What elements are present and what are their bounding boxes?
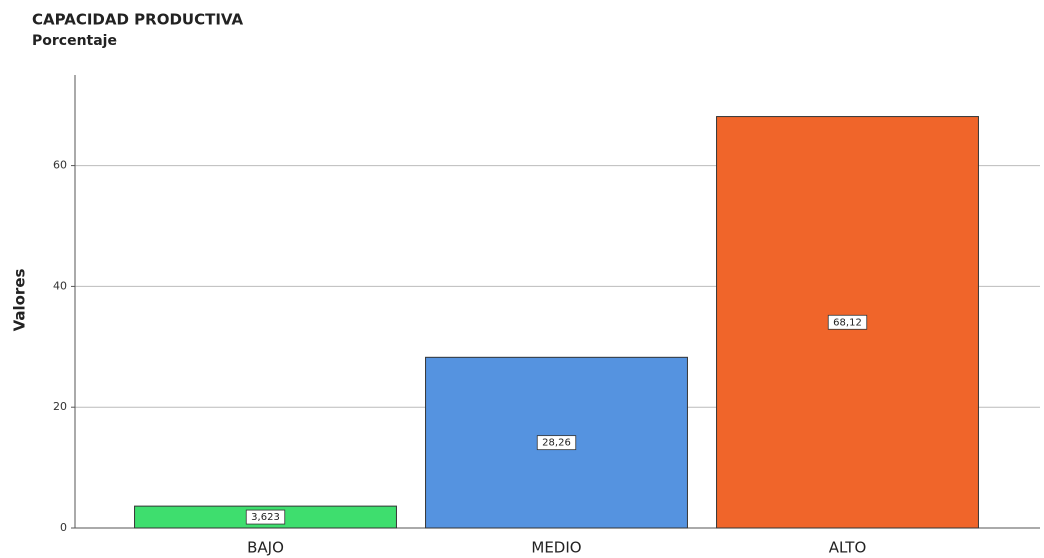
value-label-box <box>245 509 286 525</box>
y-tick-label: 40 <box>53 279 67 292</box>
value-label: 3,623 <box>251 512 280 523</box>
chart-subtitle: Porcentaje <box>32 33 117 49</box>
value-label: 68,12 <box>833 317 862 328</box>
chart-title: CAPACIDAD PRODUCTIVA <box>32 11 244 29</box>
value-label-box <box>827 314 868 330</box>
y-tick-label: 20 <box>53 400 67 413</box>
x-tick-label: BAJO <box>247 539 284 557</box>
y-axis-label: Valores <box>11 269 29 332</box>
value-label: 28,26 <box>542 438 571 449</box>
y-tick-label: 60 <box>53 159 67 172</box>
y-tick-label: 0 <box>60 521 67 534</box>
x-tick-label: ALTO <box>829 539 867 557</box>
value-label-box <box>536 435 577 451</box>
x-tick-label: MEDIO <box>531 539 581 557</box>
